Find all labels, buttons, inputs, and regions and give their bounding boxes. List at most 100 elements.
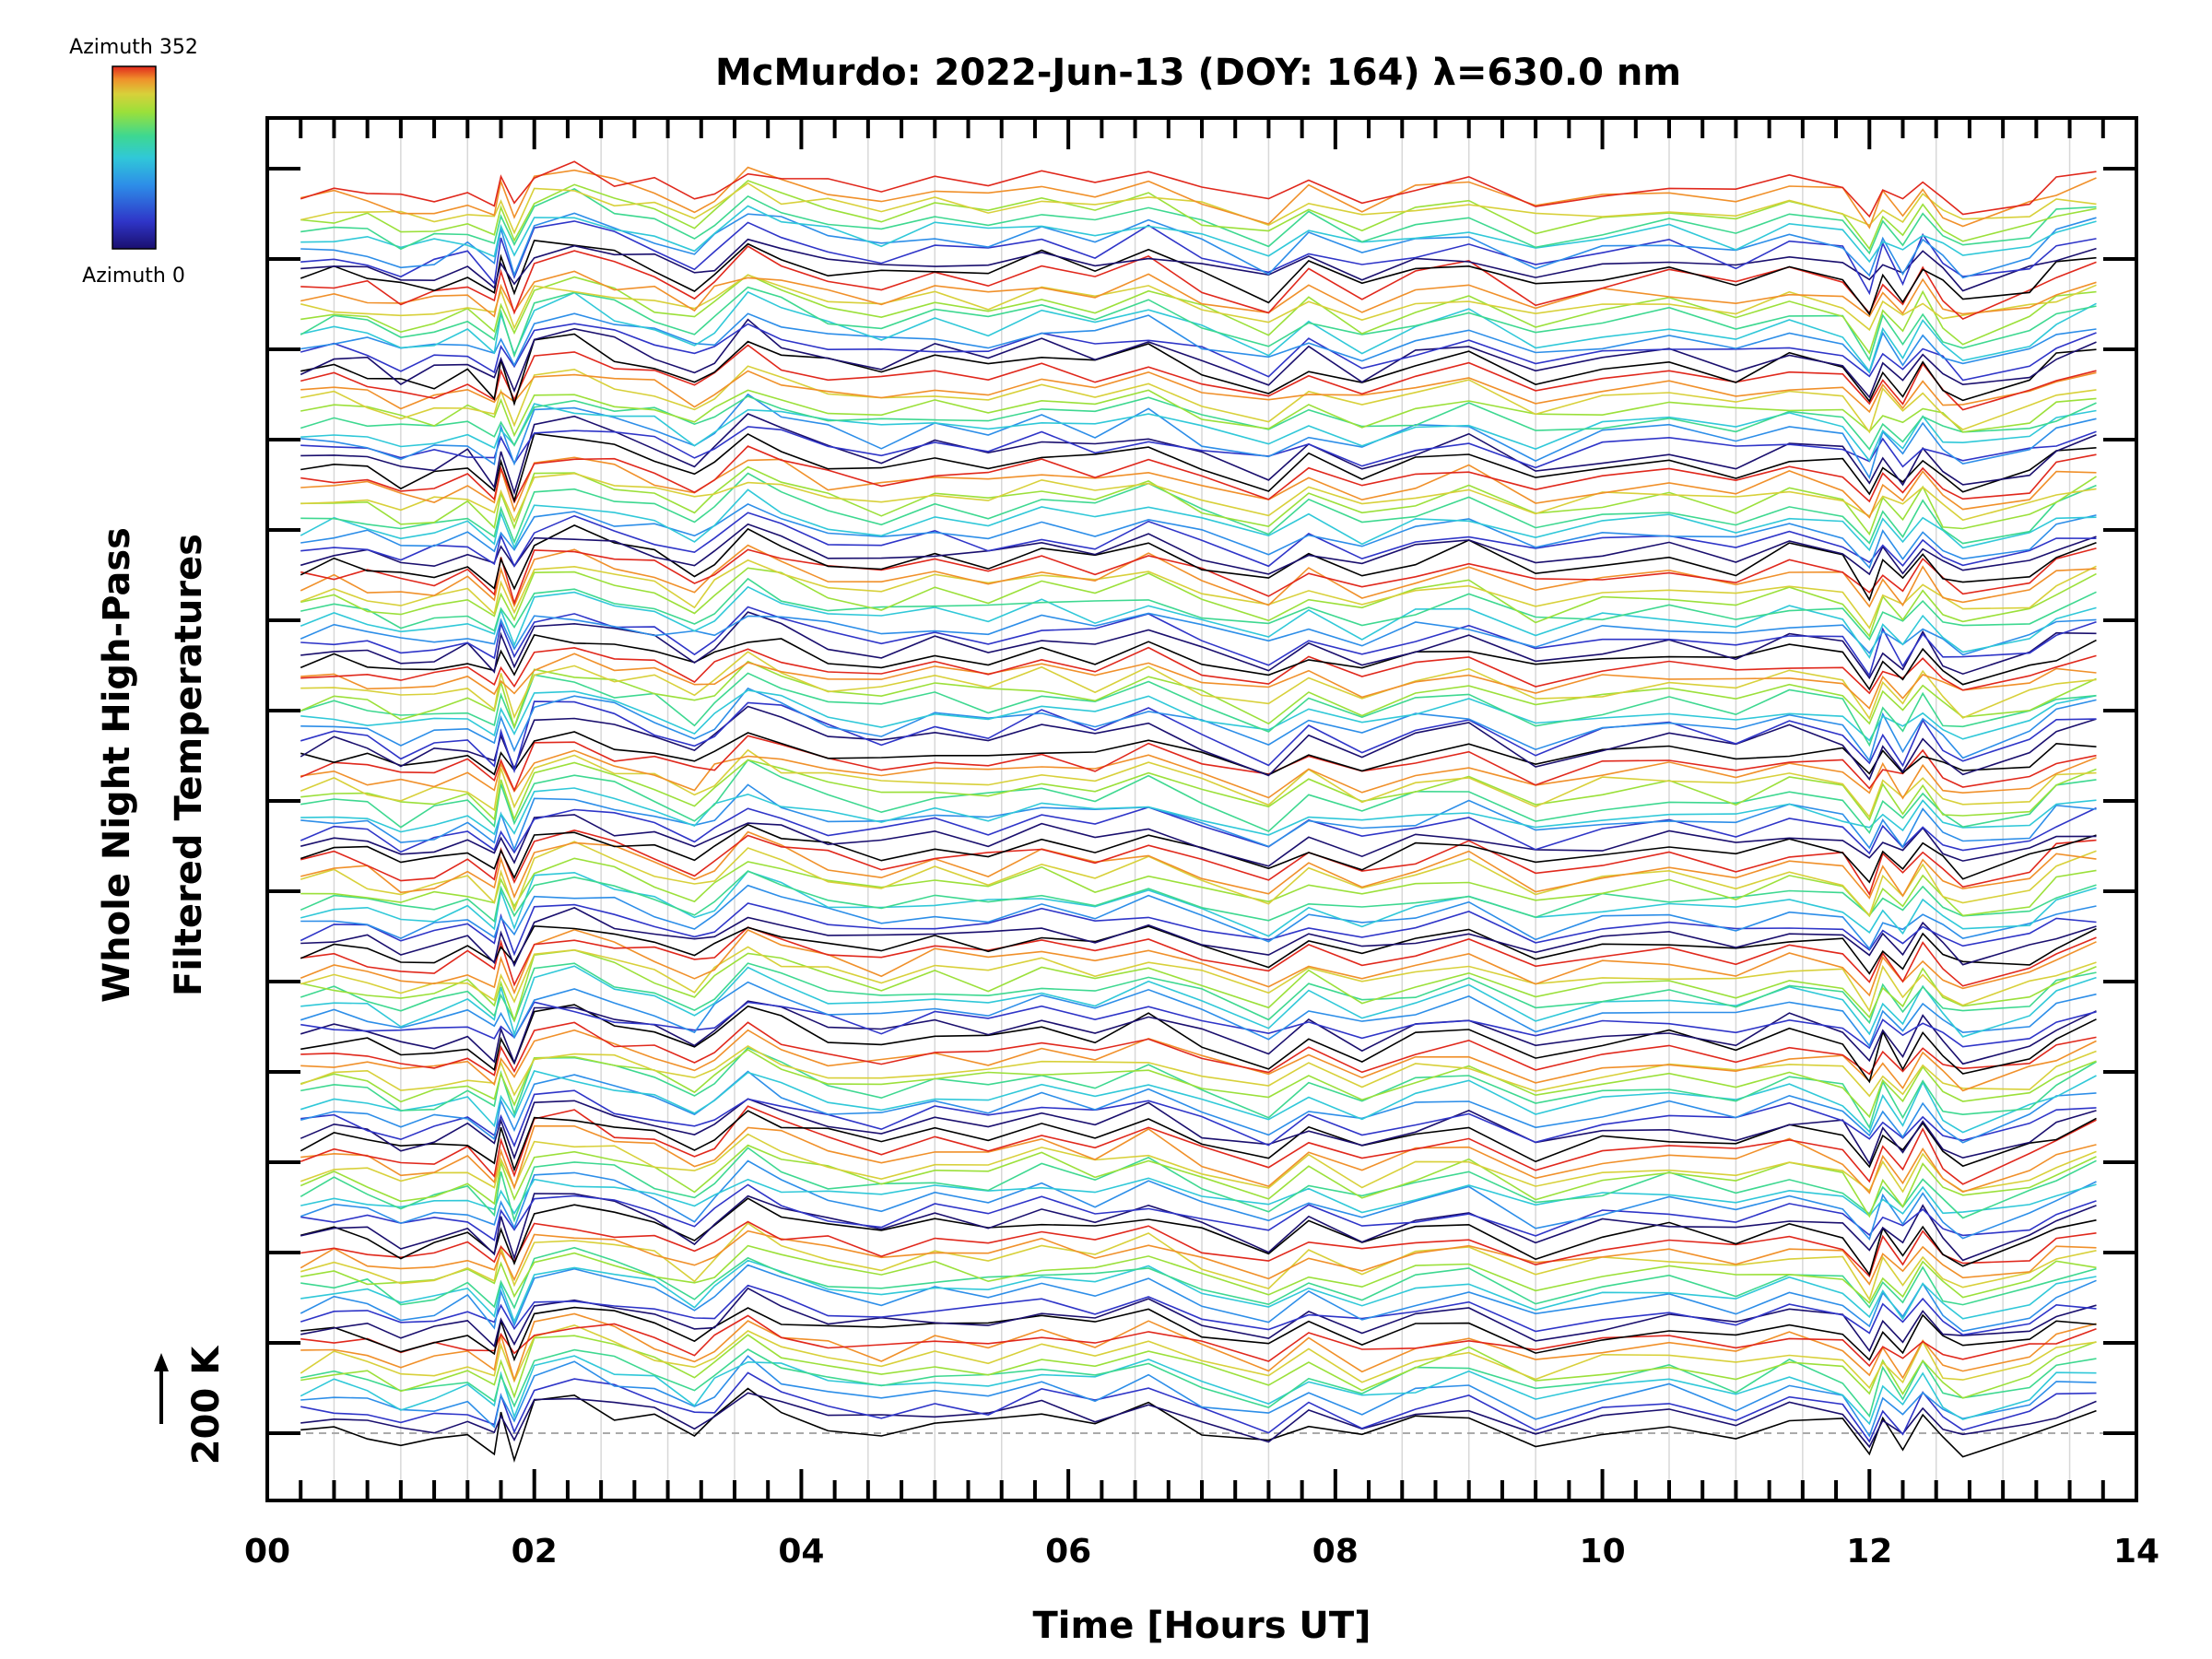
series-line <box>300 651 2097 721</box>
series-line <box>300 1048 2097 1119</box>
series-line <box>300 286 2097 362</box>
x-tick-label: 08 <box>1312 1533 1359 1571</box>
plot-area: 00 02 04 06 08 10 12 14 <box>244 116 2159 1571</box>
series-line <box>300 962 2097 1025</box>
series-line <box>300 1004 2097 1084</box>
x-tick-label: 12 <box>1846 1533 1892 1571</box>
series-line <box>300 365 2097 434</box>
series-line <box>300 1159 2097 1241</box>
series-line <box>300 559 2097 630</box>
series-line <box>300 1244 2097 1304</box>
series-line <box>300 841 2097 917</box>
series-line <box>300 884 2097 950</box>
series-line <box>300 1046 2097 1130</box>
x-tick-label: 00 <box>244 1533 290 1571</box>
series-line <box>300 270 2097 318</box>
series-line <box>300 1371 2097 1443</box>
series-line <box>300 1220 2097 1278</box>
series-line <box>300 274 2097 332</box>
series-line <box>300 823 2097 884</box>
series-line <box>300 857 2097 918</box>
series-line <box>300 544 2097 608</box>
series-line <box>300 1312 2097 1382</box>
series-line <box>300 1110 2097 1172</box>
series-line <box>300 432 2097 503</box>
y-axis-label-line2: Filtered Temperatures <box>168 534 210 996</box>
series-line <box>300 472 2097 524</box>
series-line <box>300 1177 2097 1218</box>
series-line <box>300 1355 2097 1438</box>
series-line <box>300 687 2097 762</box>
series-line <box>300 393 2097 480</box>
series-line <box>300 749 2097 800</box>
series-line <box>300 806 2097 855</box>
series-line <box>300 1334 2097 1399</box>
series-line <box>300 759 2097 835</box>
series-line <box>300 182 2097 235</box>
x-tick-labels: 00 02 04 06 08 10 12 14 <box>244 1533 2159 1571</box>
series-line <box>300 1392 2097 1449</box>
chart-title: McMurdo: 2022-Jun-13 (DOY: 164) λ=630.0 … <box>715 52 1681 94</box>
axis-ticks <box>265 118 2138 1500</box>
series-line <box>300 1001 2097 1050</box>
series-line <box>300 220 2097 296</box>
series-line <box>300 445 2097 504</box>
series-line <box>300 633 2097 691</box>
series-line <box>300 523 2097 576</box>
series-line <box>300 1193 2097 1262</box>
series-line <box>300 787 2097 836</box>
series-line <box>300 1144 2097 1218</box>
series-lines <box>300 160 2097 1464</box>
series-line <box>300 948 2097 1023</box>
series-line <box>300 472 2097 545</box>
series-line <box>300 1197 2097 1277</box>
series-line <box>300 312 2097 374</box>
series-line <box>300 1264 2097 1333</box>
series-line <box>300 870 2097 937</box>
series-line <box>300 502 2097 570</box>
x-tick-label: 06 <box>1045 1533 1091 1571</box>
series-line <box>300 426 2097 469</box>
series-line <box>300 1314 2097 1368</box>
series-line <box>300 166 2097 229</box>
series-line <box>300 907 2097 968</box>
series-line <box>300 389 2097 438</box>
series-line <box>300 689 2097 742</box>
series-line <box>300 672 2097 747</box>
series-line <box>300 240 2097 316</box>
series-line <box>300 323 2097 382</box>
series-line <box>300 205 2097 264</box>
colorbar-bottom-label: Azimuth 0 <box>82 265 185 288</box>
series-line <box>300 814 2097 867</box>
series-line <box>300 1230 2097 1286</box>
series-line <box>300 946 2097 1013</box>
series-line <box>300 465 2097 536</box>
series-line <box>300 274 2097 355</box>
series-line <box>300 748 2097 818</box>
series-line <box>300 585 2097 659</box>
series-line <box>300 653 2097 710</box>
scale-label: 200 K <box>185 1345 228 1465</box>
series-line <box>300 547 2097 606</box>
series-line <box>300 1070 2097 1134</box>
series-line <box>300 524 2097 602</box>
series-line <box>300 981 2097 1048</box>
series-line <box>300 403 2097 463</box>
series-line <box>300 1105 2097 1185</box>
series-line <box>300 660 2097 730</box>
series-line <box>300 567 2097 638</box>
series-line <box>300 1246 2097 1310</box>
series-line <box>300 926 2097 987</box>
series-line <box>300 245 2097 321</box>
series-line <box>300 333 2097 406</box>
series-line <box>300 1259 2097 1324</box>
series-line <box>300 212 2097 279</box>
series-line <box>300 370 2097 414</box>
series-line <box>300 646 2097 695</box>
series-line <box>300 1000 2097 1065</box>
series-line <box>300 870 2097 924</box>
series-line <box>300 611 2097 680</box>
series-line <box>300 187 2097 255</box>
series-line <box>300 735 2097 793</box>
